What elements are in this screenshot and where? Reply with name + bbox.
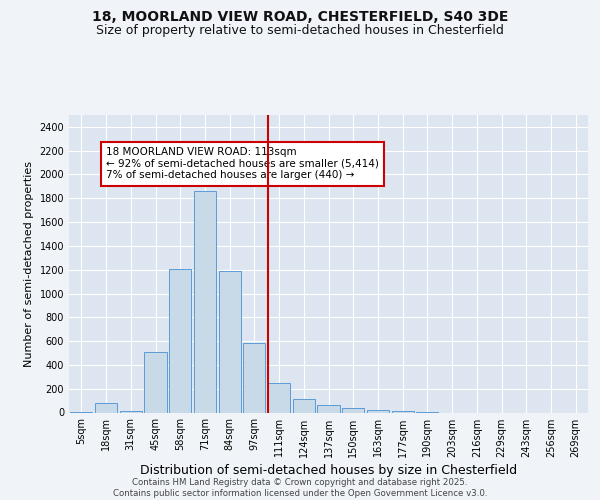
Bar [293, 400, 315, 412]
X-axis label: Distribution of semi-detached houses by size in Chesterfield: Distribution of semi-detached houses by … [140, 464, 517, 476]
Bar [194, 191, 216, 412]
Y-axis label: Number of semi-detached properties: Number of semi-detached properties [24, 161, 34, 367]
Bar [268, 383, 290, 412]
Text: Size of property relative to semi-detached houses in Chesterfield: Size of property relative to semi-detach… [96, 24, 504, 37]
Text: 18 MOORLAND VIEW ROAD: 113sqm
← 92% of semi-detached houses are smaller (5,414)
: 18 MOORLAND VIEW ROAD: 113sqm ← 92% of s… [106, 147, 379, 180]
Bar [169, 268, 191, 412]
Bar [367, 410, 389, 412]
Bar [95, 403, 117, 412]
Bar [342, 408, 364, 412]
Bar [317, 405, 340, 412]
Bar [218, 271, 241, 412]
Bar [243, 344, 265, 412]
Bar [145, 352, 167, 412]
Text: Contains HM Land Registry data © Crown copyright and database right 2025.
Contai: Contains HM Land Registry data © Crown c… [113, 478, 487, 498]
Text: 18, MOORLAND VIEW ROAD, CHESTERFIELD, S40 3DE: 18, MOORLAND VIEW ROAD, CHESTERFIELD, S4… [92, 10, 508, 24]
